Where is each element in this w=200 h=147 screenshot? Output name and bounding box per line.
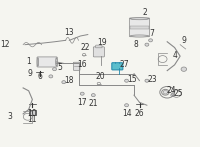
Text: 9: 9 <box>181 36 186 45</box>
FancyBboxPatch shape <box>29 110 36 115</box>
Text: 6: 6 <box>38 72 43 81</box>
FancyBboxPatch shape <box>130 26 149 29</box>
Circle shape <box>91 94 95 97</box>
Text: 17: 17 <box>77 98 87 107</box>
Ellipse shape <box>56 58 57 66</box>
FancyBboxPatch shape <box>73 62 80 70</box>
Text: 5: 5 <box>57 63 62 72</box>
Circle shape <box>181 67 187 71</box>
Text: 3: 3 <box>8 112 13 121</box>
Text: 20: 20 <box>96 72 105 81</box>
Text: 14: 14 <box>122 109 131 118</box>
FancyBboxPatch shape <box>93 47 104 57</box>
Circle shape <box>171 94 175 97</box>
Text: 24: 24 <box>167 86 176 95</box>
Text: 19: 19 <box>97 38 106 47</box>
Text: 18: 18 <box>64 76 74 85</box>
Text: 8: 8 <box>134 40 139 49</box>
Text: 7: 7 <box>150 29 155 38</box>
FancyBboxPatch shape <box>129 18 150 37</box>
Ellipse shape <box>130 35 149 37</box>
Text: 16: 16 <box>77 60 87 69</box>
Text: 10: 10 <box>28 109 37 118</box>
Text: 15: 15 <box>127 75 137 84</box>
Circle shape <box>62 81 66 84</box>
Text: 13: 13 <box>65 28 74 37</box>
Text: 9: 9 <box>28 69 33 78</box>
FancyBboxPatch shape <box>37 57 57 67</box>
Circle shape <box>53 68 56 71</box>
Text: 23: 23 <box>147 75 157 84</box>
Text: 21: 21 <box>89 99 98 108</box>
Ellipse shape <box>130 18 149 20</box>
Circle shape <box>163 91 168 94</box>
Circle shape <box>80 92 84 95</box>
Text: 11: 11 <box>28 115 37 125</box>
Text: 26: 26 <box>135 109 144 118</box>
Text: 12: 12 <box>0 40 9 49</box>
Circle shape <box>149 39 153 42</box>
Circle shape <box>125 79 129 82</box>
Text: 27: 27 <box>120 60 130 69</box>
Text: 4: 4 <box>172 51 177 60</box>
Text: 25: 25 <box>173 89 183 98</box>
FancyBboxPatch shape <box>96 45 102 48</box>
Text: 1: 1 <box>26 57 31 66</box>
Circle shape <box>125 104 129 107</box>
FancyBboxPatch shape <box>112 63 123 70</box>
Text: 22: 22 <box>81 43 90 52</box>
Text: 2: 2 <box>143 8 147 17</box>
Circle shape <box>145 43 149 46</box>
Circle shape <box>145 79 149 82</box>
Ellipse shape <box>37 58 39 66</box>
Circle shape <box>49 75 53 78</box>
